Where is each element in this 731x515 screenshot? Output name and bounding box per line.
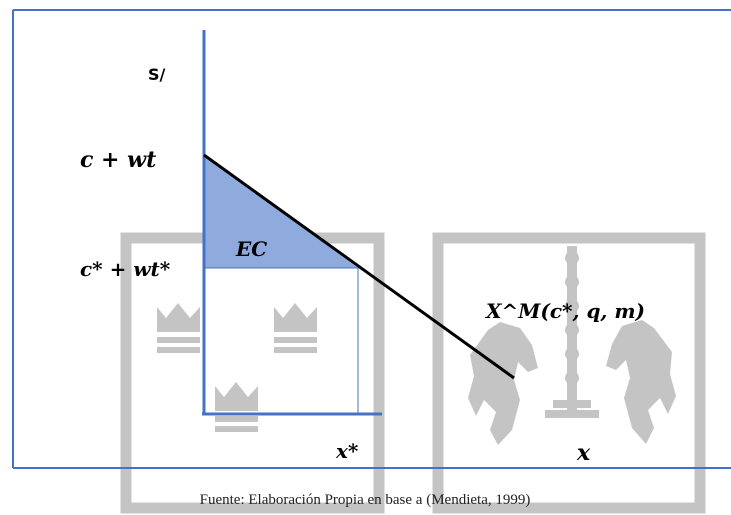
axes — [202, 30, 382, 416]
guide-lines — [204, 267, 359, 414]
y-low-label: c* + wt* — [80, 257, 171, 281]
diagram-frame — [12, 9, 731, 469]
area-label: EC — [235, 237, 267, 261]
demand-line — [203, 153, 515, 380]
x-axis-label: x — [576, 440, 591, 466]
y-high-label: c + wt — [80, 147, 156, 173]
demand-label: X^M(c*, q, m) — [484, 299, 645, 323]
y-axis-label: S/ — [148, 65, 166, 84]
figure-caption: Fuente: Elaboración Propia en base a (Me… — [200, 492, 531, 508]
crown-icon — [157, 303, 317, 432]
pole-icon — [545, 246, 599, 418]
x-star-label: x* — [335, 439, 359, 463]
bear-icon — [468, 320, 676, 445]
